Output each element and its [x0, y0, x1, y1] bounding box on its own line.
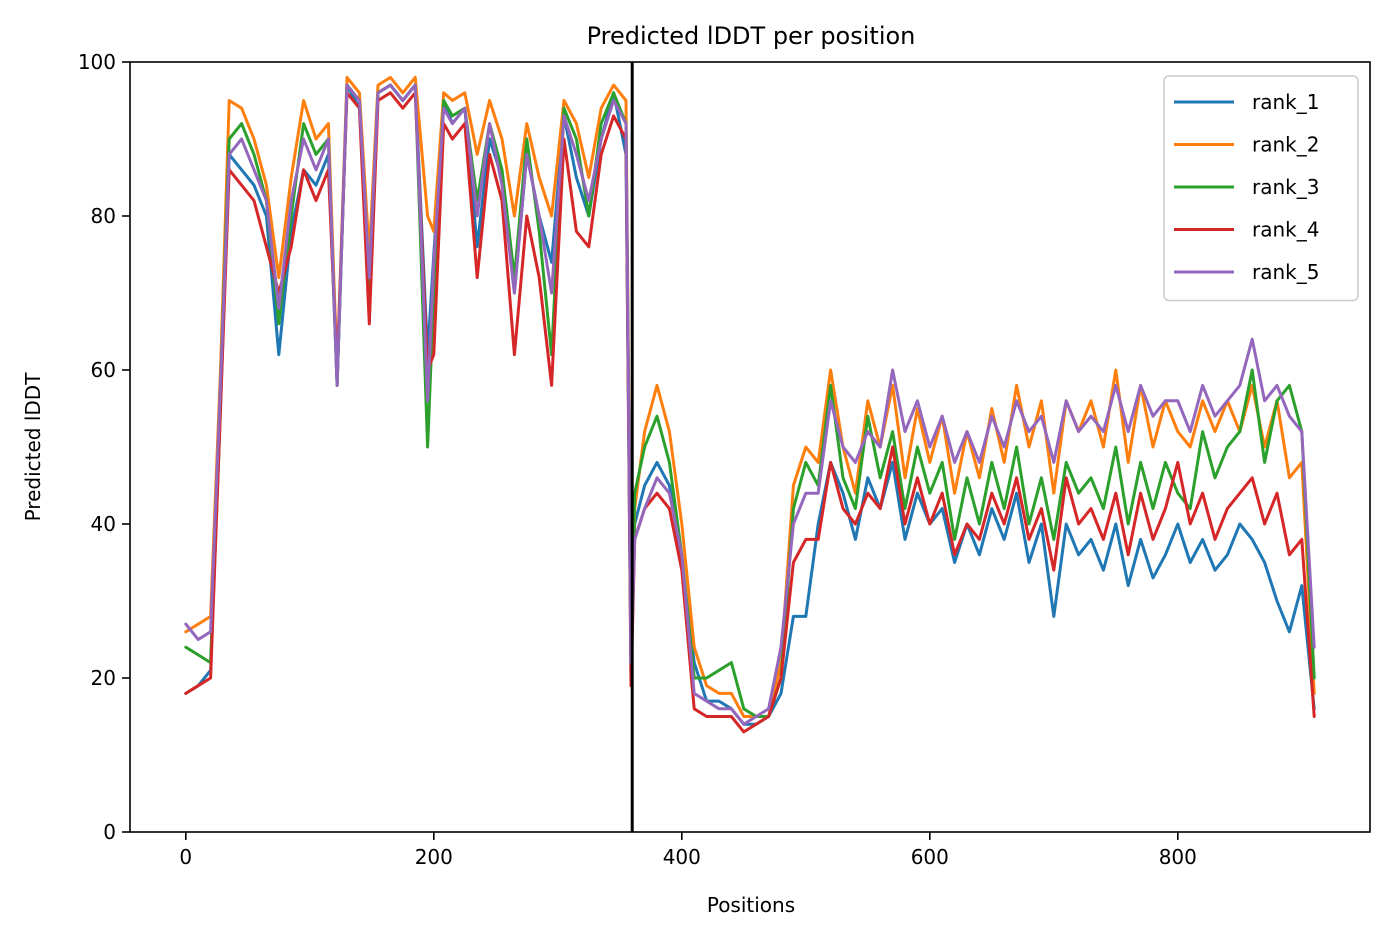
series-line-rank_5: [184, 83, 1316, 726]
legend-label-rank_2: rank_2: [1252, 133, 1319, 157]
chart-title: Predicted lDDT per position: [587, 22, 916, 50]
y-tick-label: 80: [91, 204, 116, 228]
series-layer: [184, 75, 1316, 734]
legend-label-rank_4: rank_4: [1252, 218, 1319, 242]
plot-frame: [129, 61, 1371, 833]
x-tick-label: 600: [911, 845, 949, 869]
x-axis-label: Positions: [707, 893, 795, 917]
y-tick-label: 40: [91, 512, 116, 536]
legend-label-rank_1: rank_1: [1252, 90, 1319, 114]
y-axis-label: Predicted lDDT: [21, 372, 45, 522]
y-tick-label: 100: [78, 50, 116, 74]
x-tick-label: 200: [415, 845, 453, 869]
legend-label-rank_3: rank_3: [1252, 175, 1319, 199]
x-tick-label: 800: [1159, 845, 1197, 869]
y-tick-label: 20: [91, 666, 116, 690]
ticks-layer: 0 200 400 600 800 0 20 40 60 80 100: [78, 50, 1197, 869]
legend: rank_1 rank_2 rank_3 rank_4 rank_5: [1163, 75, 1359, 302]
y-tick-label: 0: [103, 820, 116, 844]
y-tick-label: 60: [91, 358, 116, 382]
legend-box: [1163, 75, 1359, 302]
x-tick-label: 400: [663, 845, 701, 869]
series-line-rank_4: [184, 91, 1316, 734]
axes-layer: [129, 61, 1371, 833]
legend-label-rank_5: rank_5: [1252, 260, 1319, 284]
x-tick-label: 0: [179, 845, 192, 869]
